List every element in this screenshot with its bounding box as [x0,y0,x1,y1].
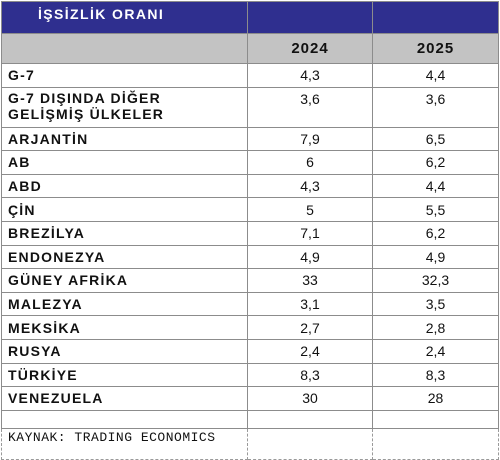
country-label: GÜNEY AFRİKA [1,268,248,293]
value-2025: 4,9 [372,244,499,270]
source-cell-empty [247,427,373,460]
country-label: G-7 [1,63,248,88]
table-row: BREZİLYA 7,1 6,2 [1,220,499,246]
value-2024: 2,4 [247,338,373,364]
country-label: BREZİLYA [1,220,248,246]
table-row: MALEZYA 3,1 3,5 [1,291,499,317]
value-2025: 6,2 [372,150,499,175]
value-2024: 8,3 [247,362,373,388]
title-cell-empty [247,1,373,34]
value-2025: 6,2 [372,220,499,246]
column-header-2025: 2025 [372,33,499,64]
table-row: VENEZUELA 30 28 [1,386,499,411]
value-2025: 6,5 [372,126,499,152]
table-row: TÜRKİYE 8,3 8,3 [1,362,499,388]
value-2025: 8,3 [372,362,499,388]
table-row: ÇİN 5 5,5 [1,197,499,222]
value-2024: 6 [247,150,373,175]
value-2024: 3,6 [247,86,373,128]
column-header-2024: 2024 [247,33,373,64]
value-2024: 7,9 [247,126,373,152]
value-2025: 3,5 [372,291,499,317]
country-label: AB [1,150,248,175]
blank-cell [372,409,499,429]
table-row: ENDONEZYA 4,9 4,9 [1,244,499,270]
country-label: ABD [1,173,248,199]
title-cell-empty [372,1,499,34]
table-row: RUSYA 2,4 2,4 [1,338,499,364]
value-2024: 2,7 [247,315,373,340]
table-row: AB 6 6,2 [1,150,499,175]
country-label: RUSYA [1,338,248,364]
country-label: G-7 DIŞINDA DİĞER GELİŞMİŞ ÜLKELER [1,86,248,128]
value-2024: 3,1 [247,291,373,317]
value-2024: 4,3 [247,63,373,88]
value-2024: 4,9 [247,244,373,270]
value-2024: 7,1 [247,220,373,246]
table-title: İŞSİZLİK ORANI [1,1,248,34]
table-row: ARJANTİN 7,9 6,5 [1,126,499,152]
country-label: MEKSİKA [1,315,248,340]
value-2025: 4,4 [372,63,499,88]
country-label: ÇİN [1,197,248,222]
table-row: MEKSİKA 2,7 2,8 [1,315,499,340]
table-row: GÜNEY AFRİKA 33 32,3 [1,268,499,293]
header-cell-empty [1,33,248,64]
value-2025: 2,8 [372,315,499,340]
header-row: 2024 2025 [1,33,499,64]
table-row: ABD 4,3 4,4 [1,173,499,199]
blank-cell [247,409,373,429]
value-2025: 28 [372,386,499,411]
title-row: İŞSİZLİK ORANI [1,1,499,34]
value-2025: 2,4 [372,338,499,364]
value-2024: 33 [247,268,373,293]
blank-row [1,409,499,429]
value-2025: 4,4 [372,173,499,199]
country-label: ARJANTİN [1,126,248,152]
value-2024: 4,3 [247,173,373,199]
country-label: TÜRKİYE [1,362,248,388]
country-label: ENDONEZYA [1,244,248,270]
table-row: G-7 DIŞINDA DİĞER GELİŞMİŞ ÜLKELER 3,6 3… [1,86,499,128]
blank-cell [1,409,248,429]
country-label: VENEZUELA [1,386,248,411]
table-row: G-7 4,3 4,4 [1,63,499,88]
value-2024: 30 [247,386,373,411]
value-2024: 5 [247,197,373,222]
value-2025: 5,5 [372,197,499,222]
source-note: KAYNAK: TRADING ECONOMICS [1,427,248,460]
country-label: MALEZYA [1,291,248,317]
value-2025: 32,3 [372,268,499,293]
source-cell-empty [372,427,499,460]
value-2025: 3,6 [372,86,499,128]
source-row: KAYNAK: TRADING ECONOMICS [1,427,499,460]
